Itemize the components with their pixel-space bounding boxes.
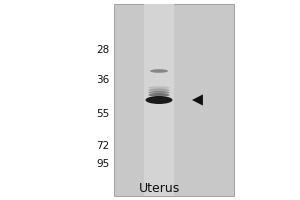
Ellipse shape — [150, 69, 168, 73]
Ellipse shape — [148, 86, 170, 89]
Text: 95: 95 — [96, 159, 110, 169]
Ellipse shape — [146, 96, 172, 104]
Text: 36: 36 — [96, 75, 110, 85]
Bar — [114, 4, 234, 196]
Text: 72: 72 — [96, 141, 110, 151]
Text: 28: 28 — [96, 45, 110, 55]
Bar — [144, 4, 174, 196]
Ellipse shape — [148, 89, 170, 92]
Text: Uterus: Uterus — [138, 182, 180, 196]
Ellipse shape — [148, 91, 170, 94]
Ellipse shape — [148, 94, 170, 97]
Polygon shape — [192, 94, 203, 106]
Text: 55: 55 — [96, 109, 110, 119]
